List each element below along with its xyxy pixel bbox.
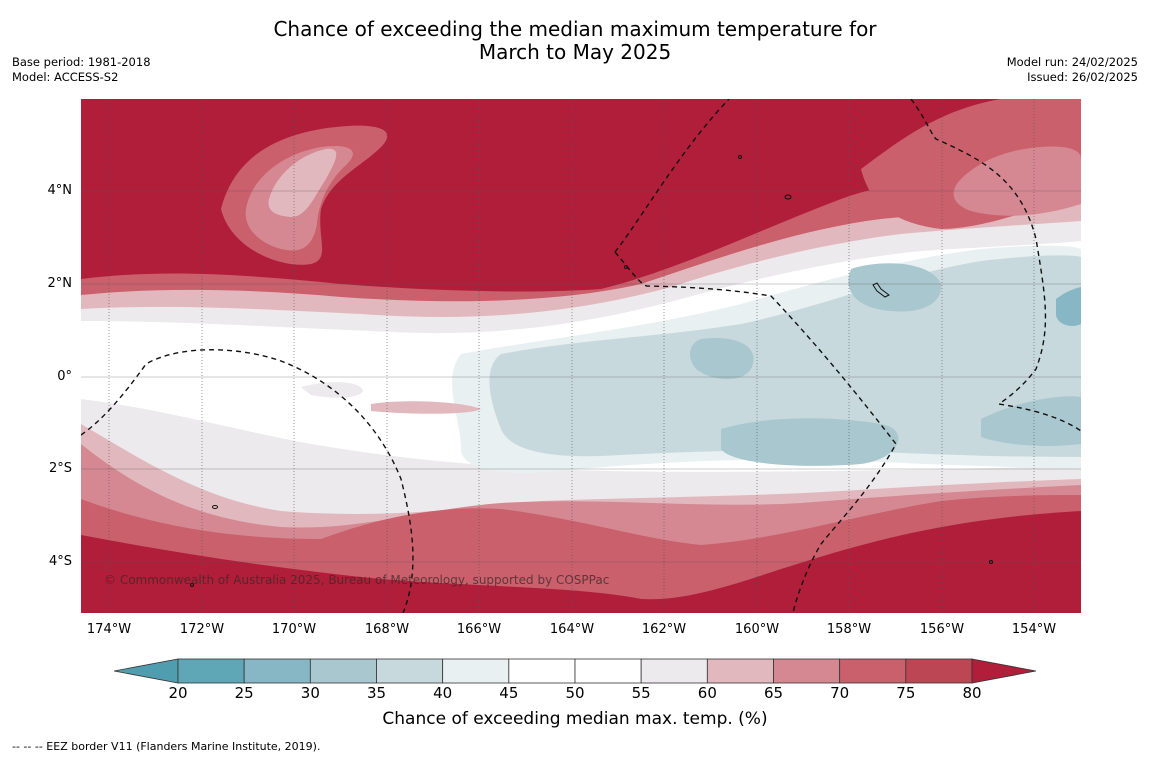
colorbar-tick-label: 70	[830, 684, 850, 702]
colorbar-segment	[508, 658, 576, 684]
lon-label-174w: 174°W	[86, 622, 132, 637]
contour-65-lens	[371, 401, 481, 414]
contour-25-cool-5	[1056, 287, 1081, 326]
colorbar-tick-label: 50	[565, 684, 585, 702]
lat-label-2n: 2°N	[47, 276, 73, 291]
title-line-1: Chance of exceeding the median maximum t…	[273, 17, 877, 41]
probability-map	[80, 98, 1082, 614]
meta-right: Model run: 24/02/2025 Issued: 26/02/2025	[1007, 55, 1138, 85]
colorbar-tick-label: 30	[300, 684, 320, 702]
colorbar-segment	[574, 658, 642, 684]
title-line-2: March to May 2025	[478, 40, 672, 64]
meta-left: Base period: 1981-2018 Model: ACCESS-S2	[12, 55, 151, 85]
contour-60-lens	[301, 382, 363, 398]
colorbar-segment	[243, 658, 311, 684]
colorbar-segment	[640, 658, 708, 684]
colorbar-tick-label: 80	[962, 684, 982, 702]
contour-30-cool-2	[848, 263, 942, 312]
base-period: Base period: 1981-2018	[12, 55, 151, 69]
contour-30-cool-4	[981, 396, 1081, 447]
map-panel	[80, 98, 1082, 614]
lat-label-2s: 2°S	[48, 461, 72, 476]
lat-label-4s: 4°S	[48, 554, 72, 569]
colorbar-segment	[309, 658, 377, 684]
colorbar-tick-label: 60	[697, 684, 717, 702]
eez-footnote: -- -- -- EEZ border V11 (Flanders Marine…	[12, 740, 321, 753]
contour-80-south	[81, 511, 1081, 613]
colorbar-tick-label: 45	[499, 684, 519, 702]
lon-label-164w: 164°W	[549, 622, 595, 637]
colorbar-tick-label: 35	[366, 684, 387, 702]
colorbar-segment	[706, 658, 774, 684]
lat-label-4n: 4°N	[47, 183, 73, 198]
lon-label-162w: 162°W	[641, 622, 687, 637]
colorbar	[114, 658, 1036, 684]
lon-label-158w: 158°W	[826, 622, 872, 637]
lon-label-170w: 170°W	[271, 622, 317, 637]
colorbar-segment	[773, 658, 841, 684]
lon-label-172w: 172°W	[179, 622, 225, 637]
eez-borders	[80, 98, 1082, 614]
lon-label-160w: 160°W	[734, 622, 780, 637]
colorbar-tick-label: 20	[168, 684, 188, 702]
colorbar-tick-label: 65	[763, 684, 784, 702]
issued-date: Issued: 26/02/2025	[1027, 70, 1138, 84]
lon-label-154w: 154°W	[1011, 622, 1057, 637]
colorbar-tick-label: 55	[631, 684, 651, 702]
colorbar-segment	[442, 658, 510, 684]
contour-30-cool-3	[721, 418, 899, 466]
contour-70-blob-ne	[953, 146, 1081, 216]
lat-label-0: 0°	[57, 369, 72, 384]
colorbar-segment	[177, 658, 245, 684]
contour-65-blob-north	[268, 148, 337, 217]
model-name: Model: ACCESS-S2	[12, 70, 119, 84]
latitude-lines	[81, 190, 1081, 563]
model-run: Model run: 24/02/2025	[1006, 55, 1138, 69]
contour-30-cool-1	[689, 338, 754, 380]
contour-35-cool	[489, 255, 1081, 457]
islands	[190, 155, 993, 587]
colorbar-under-arrow	[114, 658, 179, 684]
copyright-notice: © Commonwealth of Australia 2025, Bureau…	[104, 573, 610, 587]
lon-label-156w: 156°W	[919, 622, 965, 637]
colorbar-segment	[905, 658, 973, 684]
colorbar-tick-label: 75	[896, 684, 916, 702]
lon-label-166w: 166°W	[456, 622, 502, 637]
colorbar-segment	[839, 658, 907, 684]
colorbar-segment	[376, 658, 444, 684]
colorbar-tick-label: 25	[234, 684, 254, 702]
colorbar-title: Chance of exceeding median max. temp. (%…	[382, 709, 768, 729]
colorbar-over-arrow	[971, 658, 1036, 684]
colorbar-tick-label: 40	[433, 684, 453, 702]
lon-label-168w: 168°W	[364, 622, 410, 637]
map-title: Chance of exceeding the median maximum t…	[0, 18, 1150, 64]
